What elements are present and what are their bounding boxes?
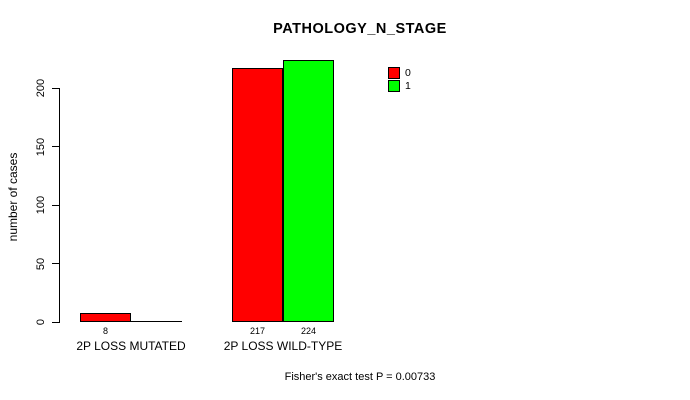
y-axis-tick: [52, 87, 59, 89]
bar-value-label: 224: [300, 326, 317, 336]
y-axis-tick-label: 50: [35, 257, 47, 270]
legend-swatch: [388, 79, 400, 92]
zero-bar-1: [131, 321, 182, 322]
x-axis-category-label: 2P LOSS MUTATED: [76, 339, 186, 353]
legend-item-label: 0: [405, 66, 411, 79]
legend-item-label: 1: [405, 79, 411, 92]
legend-row: 1: [388, 79, 411, 92]
legend-row: 0: [388, 66, 411, 79]
y-axis-tick-label: 150: [35, 137, 47, 156]
y-axis-tick: [52, 204, 59, 206]
bar-value-label: 8: [102, 326, 108, 336]
y-axis-tick: [52, 321, 59, 323]
x-axis-category-label: 2P LOSS WILD-TYPE: [223, 339, 343, 353]
bar-1: [283, 60, 334, 322]
y-axis-tick: [52, 263, 59, 264]
bar-value-label: 217: [249, 326, 266, 336]
fisher-test-annotation: Fisher's exact test P = 0.00733: [284, 371, 436, 383]
bar-0: [232, 68, 283, 322]
y-axis-tick-label: 0: [35, 318, 47, 326]
y-axis-tick-label: 200: [35, 78, 47, 98]
y-axis-line: [59, 88, 60, 323]
chart-title: PATHOLOGY_N_STAGE: [273, 21, 447, 37]
legend-swatch: [388, 66, 400, 79]
y-axis-tick: [52, 146, 59, 147]
y-axis-label: number of cases: [6, 152, 20, 242]
y-axis-tick-label: 100: [35, 195, 47, 215]
bar-0: [80, 313, 131, 322]
